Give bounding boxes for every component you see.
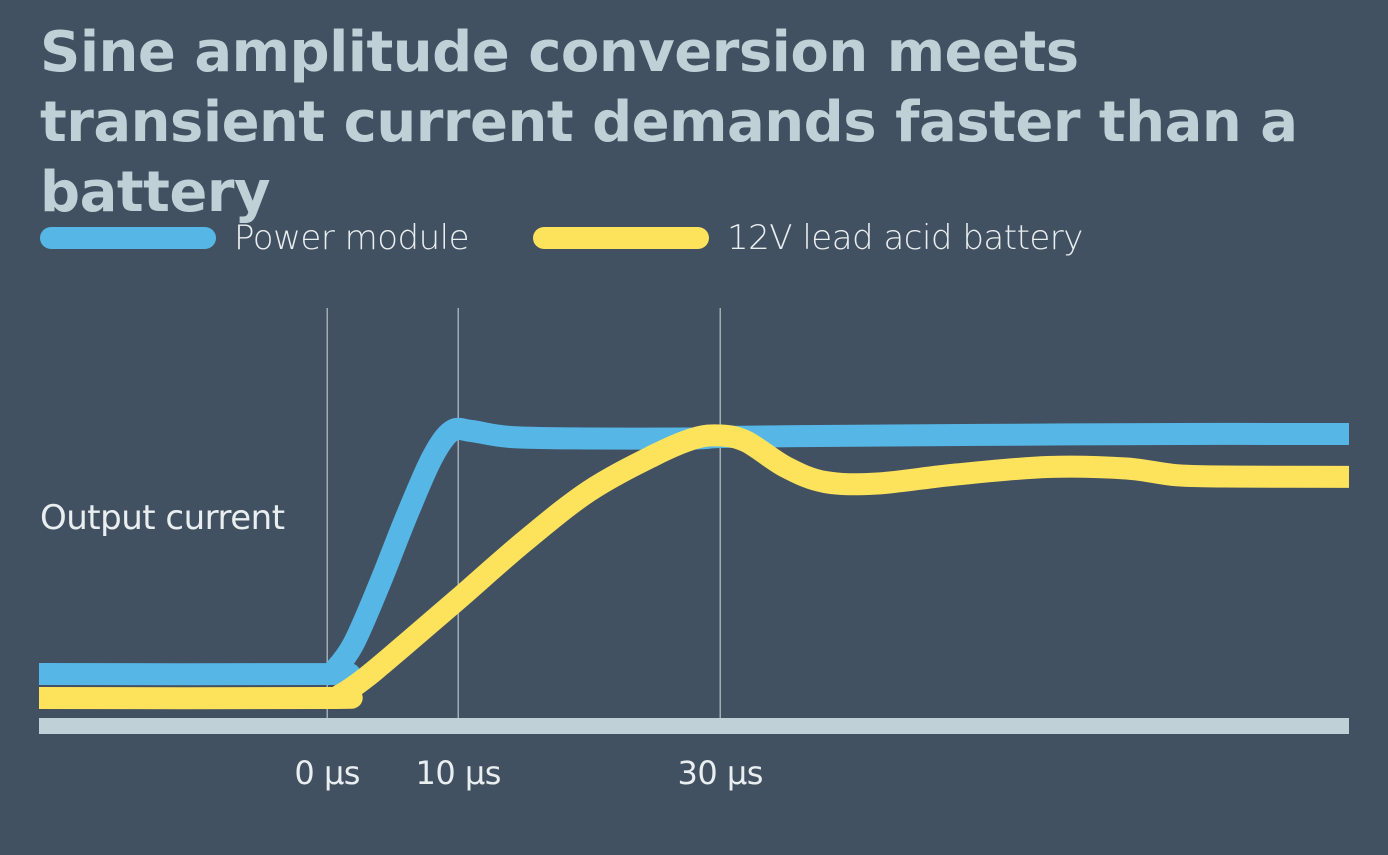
series-line-power-module bbox=[38, 417, 1350, 686]
chart-title: Sine amplitude conversion meets transien… bbox=[40, 20, 1298, 225]
legend: Power module 12V lead acid battery bbox=[40, 214, 1147, 262]
legend-item-power-module: Power module bbox=[40, 218, 470, 258]
legend-item-lead-acid-battery: 12V lead acid battery bbox=[533, 218, 1083, 258]
series-line-lead-acid-battery bbox=[38, 424, 1350, 710]
legend-swatch-lead-acid-battery bbox=[533, 227, 710, 249]
x-axis-baseline bbox=[39, 718, 1349, 734]
x-tick-label-0: 0 µs bbox=[294, 754, 360, 792]
x-tick-label-2: 30 µs bbox=[677, 754, 762, 792]
y-axis-label: Output current bbox=[40, 498, 285, 538]
legend-swatch-power-module bbox=[40, 227, 216, 249]
x-tick-label-1: 10 µs bbox=[415, 754, 500, 792]
legend-label-power-module: Power module bbox=[234, 218, 470, 258]
legend-label-lead-acid-battery: 12V lead acid battery bbox=[727, 218, 1083, 258]
